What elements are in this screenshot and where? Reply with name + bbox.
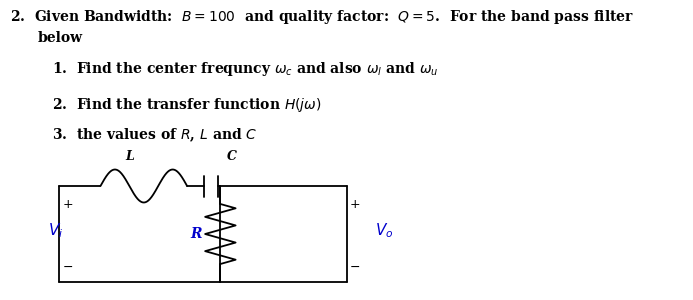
Text: 1.  Find the center frequncy $\omega_c$ and also $\omega_l$ and $\omega_u$: 1. Find the center frequncy $\omega_c$ a… (52, 60, 439, 78)
Text: below: below (38, 32, 83, 46)
Text: C: C (227, 151, 237, 164)
Text: L: L (125, 151, 134, 164)
Text: $V_i$: $V_i$ (48, 222, 63, 240)
Text: 3.  the values of $R$, $L$ and $C$: 3. the values of $R$, $L$ and $C$ (52, 126, 257, 144)
Text: +: + (62, 198, 73, 211)
Text: 2.  Given Bandwidth:  $B = 100$  and quality factor:  $Q = 5$.  For the band pas: 2. Given Bandwidth: $B = 100$ and qualit… (10, 8, 635, 26)
Text: +: + (350, 198, 360, 211)
Text: $V_o$: $V_o$ (376, 222, 394, 240)
Text: −: − (62, 260, 73, 274)
Text: R: R (191, 227, 202, 241)
Text: −: − (350, 260, 360, 274)
Text: 2.  Find the transfer function $H(j\omega)$: 2. Find the transfer function $H(j\omega… (52, 96, 322, 114)
